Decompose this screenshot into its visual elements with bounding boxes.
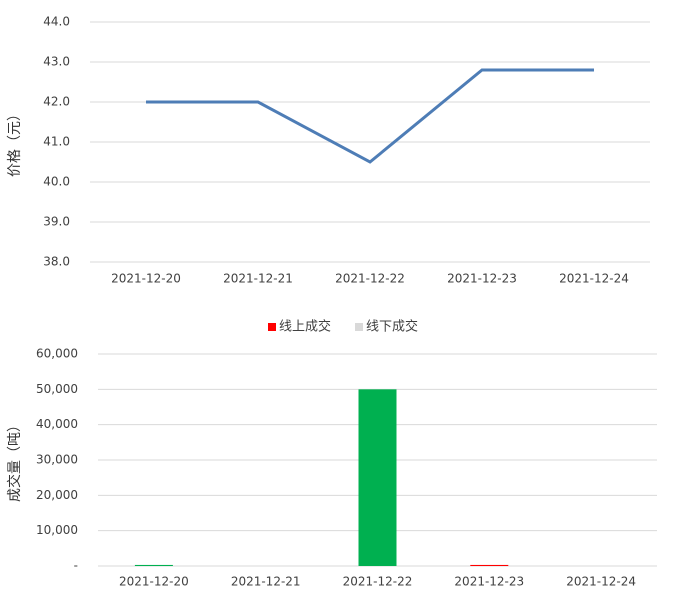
x-tick-label: 2021-12-23 [454,575,524,589]
y-tick-label: 39.0 [43,215,70,229]
y-tick-label: 38.0 [43,255,70,269]
legend-label: 线下成交 [366,319,418,335]
bar [134,564,173,566]
y-tick-label: 43.0 [43,55,70,69]
legend-swatch [268,323,276,331]
line [146,68,594,164]
x-tick-label: 2021-12-20 [119,575,189,589]
y-tick-label: 40.0 [43,175,70,189]
x-tick-label: 2021-12-22 [335,272,405,286]
y-tick-label: 41.0 [43,135,70,149]
y-tick-label: 42.0 [43,95,70,109]
x-tick-label: 2021-12-24 [559,272,629,286]
bar [470,564,509,566]
x-tick-label: 2021-12-23 [447,272,517,286]
x-tick-label: 2021-12-21 [223,272,293,286]
bar [358,389,397,566]
y-tick-label: 60,000 [36,347,78,361]
y-tick-label: 44.0 [43,15,70,29]
x-tick-label: 2021-12-24 [566,575,636,589]
x-tick-label: 2021-12-20 [111,272,181,286]
y-tick-label: 50,000 [36,382,78,396]
y-tick-label: - [74,559,78,573]
legend-swatch [355,323,363,331]
y-axis-label: 成交量（吨） [6,418,23,502]
y-tick-label: 40,000 [36,417,78,431]
y-tick-label: 20,000 [36,488,78,502]
legend-label: 线上成交 [279,319,331,335]
y-tick-label: 10,000 [36,523,78,537]
x-tick-label: 2021-12-22 [343,575,413,589]
y-tick-label: 30,000 [36,453,78,467]
y-axis-label: 价格（元） [7,107,23,177]
x-tick-label: 2021-12-21 [231,575,301,589]
